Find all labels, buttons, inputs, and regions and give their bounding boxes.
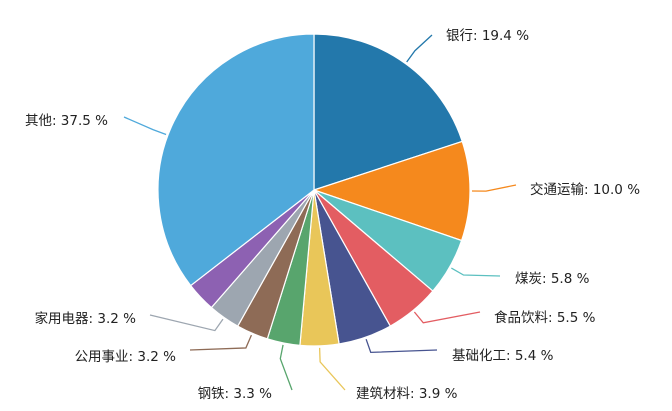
slice-label-9: 其他: 37.5 % [25, 113, 108, 129]
slice-label-3: 食品饮料: 5.5 % [494, 309, 596, 326]
slice-label-5: 建筑材料: 3.9 % [356, 386, 458, 402]
slice-label-0: 银行: 19.4 % [446, 28, 529, 44]
leader-line-1 [471, 184, 517, 192]
leader-line-6 [279, 344, 293, 391]
slice-label-1: 交通运输: 10.0 % [530, 181, 640, 198]
slice-label-7: 公用事业: 3.2 % [75, 349, 177, 365]
slice-label-6: 钢铁: 3.3 % [198, 386, 273, 402]
slice-label-4: 基础化工: 5.4 % [452, 347, 554, 364]
leader-line-0 [406, 34, 433, 63]
leader-line-7 [189, 334, 253, 351]
slice-label-8: 家用电器: 3.2 % [35, 310, 137, 327]
pie-slice-9 [157, 33, 315, 287]
leader-line-5 [318, 347, 346, 391]
leader-line-4 [365, 338, 438, 354]
leader-line-8 [149, 314, 224, 332]
pie-slice-1 [312, 140, 471, 242]
leader-line-2 [451, 267, 501, 277]
leader-line-9 [123, 116, 167, 136]
pie-slice-0 [313, 33, 463, 191]
leader-line-3 [413, 311, 481, 324]
slice-label-2: 煤炭: 5.8 % [515, 271, 590, 287]
